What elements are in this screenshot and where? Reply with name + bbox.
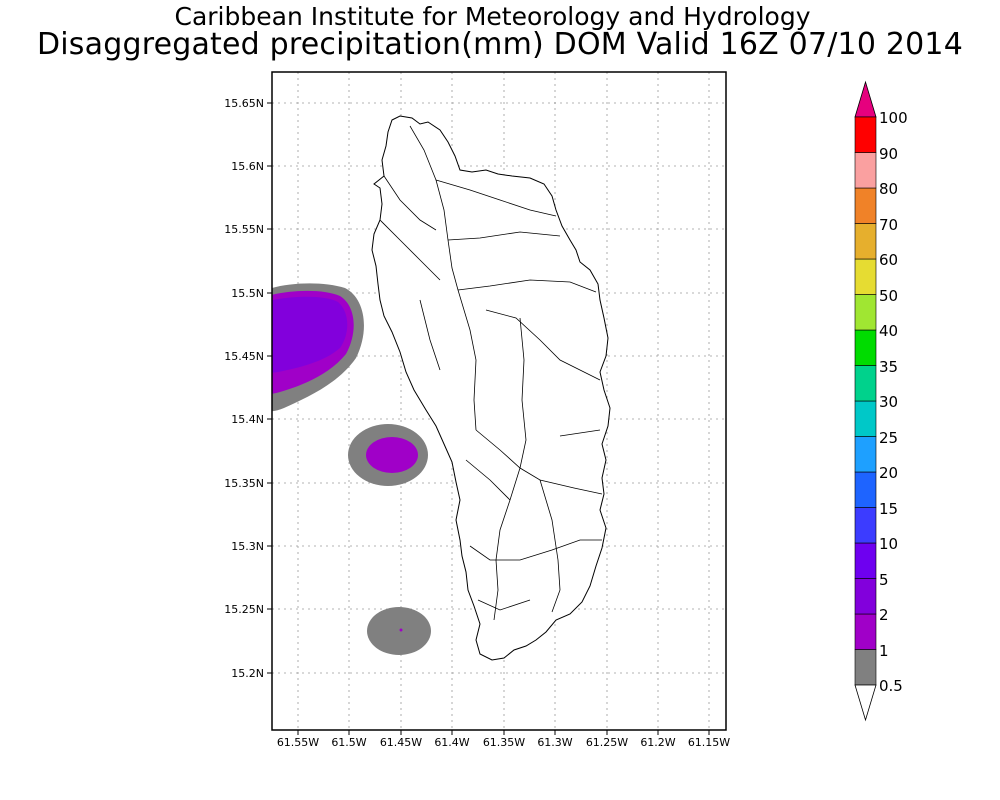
- precip-area-west-2mm: [272, 296, 348, 373]
- map-frame: [271, 71, 727, 731]
- lon-tick-label: 61.5W: [331, 736, 366, 749]
- lat-tick-label: 15.55N: [224, 223, 264, 236]
- colorbar-cell: [854, 471, 877, 508]
- colorbar-label: 30: [879, 393, 898, 411]
- title-product: Disaggregated precipitation(mm) DOM Vali…: [36, 27, 964, 62]
- colorbar-label: 35: [879, 358, 898, 376]
- lat-tick-label: 15.45N: [224, 350, 264, 363]
- colorbar-label: 60: [879, 251, 898, 269]
- colorbar-label: 15: [879, 500, 898, 518]
- lon-tick-label: 61.15W: [688, 736, 730, 749]
- colorbar-cell: [854, 542, 877, 579]
- lat-tick-label: 15.35N: [224, 477, 264, 490]
- colorbar-arrow-bottom: [854, 684, 877, 722]
- colorbar-cell: [854, 329, 877, 366]
- lon-tick-label: 61.45W: [380, 736, 422, 749]
- colorbar-cell: [854, 436, 877, 473]
- colorbar-arrow-top: [854, 80, 877, 118]
- precip-area-south-dot: [399, 628, 403, 632]
- lon-tick-label: 61.3W: [537, 736, 572, 749]
- lat-axis: 15.65N 15.6N 15.55N 15.5N 15.45N 15.4N 1…: [224, 97, 264, 680]
- colorbar-cell: [854, 223, 877, 260]
- colorbar-cell: [854, 613, 877, 650]
- colorbar-cell: [854, 187, 877, 224]
- colorbar-label: 40: [879, 322, 898, 340]
- lat-tick-label: 15.25N: [224, 603, 264, 616]
- lat-tick-label: 15.3N: [231, 540, 264, 553]
- colorbar-label: 10: [879, 535, 898, 553]
- lon-tick-label: 61.25W: [586, 736, 628, 749]
- lat-tick-label: 15.5N: [231, 287, 264, 300]
- colorbar-cell: [854, 294, 877, 331]
- colorbar-cell: [854, 116, 877, 153]
- island-dominica: [371, 115, 611, 661]
- colorbar-label: 90: [879, 145, 898, 163]
- lat-tick-label: 15.2N: [231, 667, 264, 680]
- precip-area-south-grey: [367, 607, 431, 655]
- colorbar-label: 70: [879, 216, 898, 234]
- lat-tick-label: 15.65N: [224, 97, 264, 110]
- lon-tick-label: 61.2W: [640, 736, 675, 749]
- lon-axis: 61.55W 61.5W 61.45W 61.4W 61.35W 61.3W 6…: [277, 736, 730, 749]
- colorbar-cell: [854, 578, 877, 615]
- lat-tick-label: 15.4N: [231, 413, 264, 426]
- watershed-lines: [379, 125, 603, 621]
- colorbar-label: 80: [879, 180, 898, 198]
- lon-tick-label: 61.35W: [483, 736, 525, 749]
- colorbar-label: 2: [879, 606, 889, 624]
- lat-tick-label: 15.6N: [231, 160, 264, 173]
- island-coastline: [371, 115, 611, 661]
- lon-tick-label: 61.4W: [434, 736, 469, 749]
- precip-areas: [272, 283, 431, 655]
- colorbar-cell: [854, 649, 877, 686]
- colorbar-label: 25: [879, 429, 898, 447]
- colorbar-cell: [854, 507, 877, 544]
- colorbar-label: 100: [879, 109, 908, 127]
- colorbar-label: 0.5: [879, 677, 903, 695]
- colorbar-label: 1: [879, 642, 889, 660]
- colorbar-cell: [854, 258, 877, 295]
- colorbar-label: 50: [879, 287, 898, 305]
- colorbar-cell: [854, 400, 877, 437]
- colorbar-cell: [854, 365, 877, 402]
- colorbar-label: 20: [879, 464, 898, 482]
- title-institute: Caribbean Institute for Meteorology and …: [174, 2, 811, 31]
- colorbar-cell: [854, 152, 877, 189]
- lon-tick-label: 61.55W: [277, 736, 319, 749]
- precip-area-central-1mm: [366, 437, 418, 473]
- colorbar: 0.5 1 2 5 10 15 20 25 30 35 40 50 60 70 …: [854, 80, 908, 722]
- colorbar-label: 5: [879, 571, 889, 589]
